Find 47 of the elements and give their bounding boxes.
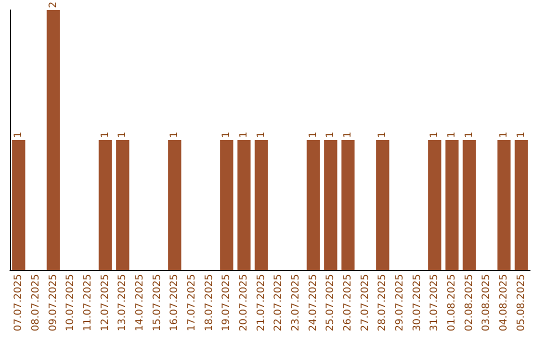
x-tick-label: 28.07.2025: [377, 274, 388, 332]
x-tick-label: 04.08.2025: [498, 274, 510, 332]
x-tick-label: 26.07.2025: [342, 274, 354, 332]
data-label: 1: [256, 132, 267, 138]
x-tick-label: 15.07.2025: [152, 274, 163, 332]
x-tick-label: 05.08.2025: [516, 274, 527, 332]
x-tick-label: 16.07.2025: [169, 274, 180, 332]
x-tick-label: 20.07.2025: [238, 274, 250, 332]
data-label: 1: [308, 132, 319, 138]
data-label: 2: [48, 2, 59, 8]
x-tick-label: 24.07.2025: [308, 274, 319, 332]
x-tick-label: 12.07.2025: [100, 274, 111, 332]
data-label: 1: [429, 132, 440, 138]
x-tick-label: 30.07.2025: [412, 274, 423, 332]
data-label: 1: [446, 132, 458, 138]
x-tick-label: 07.07.2025: [13, 274, 24, 332]
data-label: 1: [377, 132, 388, 138]
data-label: 1: [238, 132, 250, 138]
data-label: 1: [342, 132, 354, 138]
x-tick-label: 10.07.2025: [65, 274, 76, 332]
x-tick-label: 11.07.2025: [82, 274, 94, 332]
x-tick-label: 17.07.2025: [186, 274, 198, 332]
data-label: 1: [464, 132, 475, 138]
data-label: 1: [13, 132, 24, 138]
x-tick-label: 14.07.2025: [134, 274, 146, 332]
x-tick-label: 02.08.2025: [464, 274, 475, 332]
data-label: 1: [516, 132, 527, 138]
data-label: 1: [325, 132, 336, 138]
data-label: 1: [117, 132, 128, 138]
x-tick-label: 27.07.2025: [360, 274, 371, 332]
x-tick-label: 13.07.2025: [117, 274, 128, 332]
x-tick-label: 22.07.2025: [273, 274, 284, 332]
x-tick-label: 25.07.2025: [325, 274, 336, 332]
x-tick-label: 23.07.2025: [290, 274, 302, 332]
x-tick-label: 21.07.2025: [256, 274, 267, 332]
x-tick-label: 29.07.2025: [394, 274, 406, 332]
x-tick-label: 31.07.2025: [429, 274, 440, 332]
data-label: 1: [100, 132, 111, 138]
data-label: 1: [221, 132, 232, 138]
x-tick-label: 08.07.2025: [30, 274, 42, 332]
x-tick-label: 03.08.2025: [481, 274, 492, 332]
data-label: 1: [498, 132, 510, 138]
x-tick-label: 19.07.2025: [221, 274, 232, 332]
x-tick-label: 18.07.2025: [204, 274, 215, 332]
x-tick-label: 09.07.2025: [48, 274, 59, 332]
x-tick-label: 01.08.2025: [446, 274, 458, 332]
data-label: 1: [169, 132, 180, 138]
